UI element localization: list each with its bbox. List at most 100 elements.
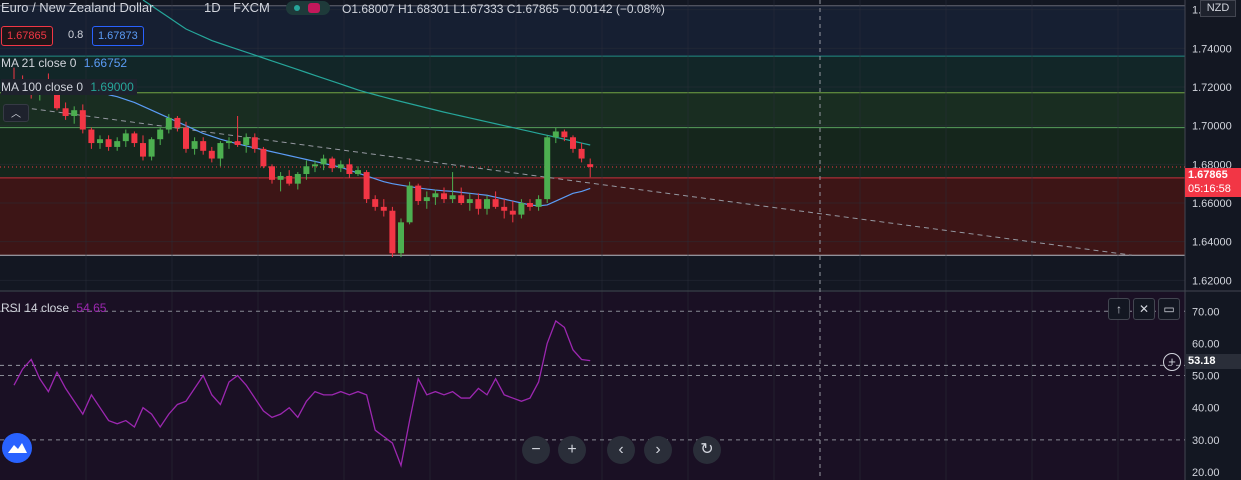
trendline	[13, 105, 1133, 256]
pane-maximize-button[interactable]: ▭	[1158, 298, 1180, 320]
candle-body	[570, 137, 576, 149]
price-axis-tick: 1.74000	[1192, 43, 1232, 55]
chevron-left-icon: ‹	[618, 441, 624, 458]
last-price-tag: 1.67865	[1185, 168, 1241, 183]
rsi-cursor-tag: 53.18	[1185, 354, 1241, 369]
candle-body	[140, 143, 146, 157]
candle-body	[269, 166, 275, 180]
candle-body	[114, 141, 121, 147]
candle-body	[183, 127, 189, 149]
logo-mark	[8, 443, 27, 453]
minus-icon: −	[531, 441, 541, 458]
rsi-value: 54.65	[76, 301, 107, 315]
rsi-legend[interactable]: RSI 14 close 54.65	[1, 300, 106, 316]
candle-body	[415, 185, 422, 202]
market-status-icon	[286, 1, 330, 15]
candle-body	[484, 199, 490, 209]
candle-body	[466, 199, 473, 203]
candle-body	[458, 195, 465, 203]
candle-body	[165, 117, 172, 130]
ma100-legend[interactable]: MA 100 close 0 1.69000	[1, 79, 137, 95]
candle-body	[303, 166, 310, 174]
candle-body	[380, 206, 387, 211]
currency-badge[interactable]: NZD	[1200, 0, 1236, 17]
tradingview-logo[interactable]	[2, 433, 32, 463]
zoom-in-button[interactable]: +	[558, 436, 586, 464]
rsi-axis-tick: 40.00	[1192, 403, 1220, 415]
price-axis-tick: 1.72000	[1192, 82, 1232, 94]
exchange-label: FXCM	[233, 0, 270, 15]
candle-body	[251, 137, 258, 149]
candle-body	[105, 139, 112, 147]
ma21-value: 1.66752	[83, 56, 128, 70]
ma100-label: MA 100 close 0	[1, 80, 84, 94]
maximize-icon: ▭	[1163, 302, 1175, 316]
candle-body	[329, 158, 336, 169]
candle-body	[122, 133, 129, 142]
reset-chart-button[interactable]: ↻	[693, 436, 721, 464]
green-zone-upper	[0, 92, 1185, 128]
red-zone	[0, 177, 1185, 256]
candle-body	[406, 185, 413, 223]
blue-zone	[0, 5, 1185, 57]
candle-body	[234, 141, 241, 145]
green-zone	[0, 127, 1185, 178]
candle-body	[208, 150, 215, 159]
candle-body	[372, 199, 379, 207]
candle-body	[200, 141, 207, 151]
candle-body	[527, 203, 533, 207]
rsi-label: RSI 14 close	[1, 301, 70, 315]
candle-body	[423, 197, 430, 202]
reset-icon: ↻	[700, 441, 714, 458]
pane-move-up-button[interactable]: ↑	[1108, 298, 1130, 320]
scroll-left-button[interactable]: ‹	[607, 436, 635, 464]
sell-price-button[interactable]: 1.67865	[1, 26, 53, 46]
candle-body	[552, 131, 559, 138]
zoom-out-button[interactable]: −	[522, 436, 550, 464]
rsi-axis-tick: 60.00	[1192, 338, 1220, 350]
candle-body	[587, 164, 594, 167]
candle-body	[544, 137, 551, 200]
rsi-axis-tick: 50.00	[1192, 371, 1220, 383]
candle-body	[217, 143, 224, 159]
collapse-legend-button[interactable]: ︿	[3, 104, 29, 122]
candle-body	[578, 148, 585, 159]
candle-body	[97, 139, 103, 144]
chevron-up-icon: ︿	[11, 109, 21, 120]
arrow-up-icon: ↑	[1116, 302, 1122, 316]
price-axis-tick: 1.64000	[1192, 237, 1232, 249]
candle-body	[561, 131, 568, 138]
candle-body	[432, 193, 439, 198]
candle-body	[363, 172, 370, 200]
candle-body	[79, 110, 86, 130]
candle-body	[449, 195, 456, 200]
scroll-right-button[interactable]: ›	[644, 436, 672, 464]
ma100-value: 1.69000	[90, 80, 134, 94]
candle-body	[226, 141, 232, 144]
candle-body	[492, 199, 499, 207]
rsi-axis-tick: 70.00	[1192, 306, 1220, 318]
price-axis-tick: 1.66000	[1192, 198, 1232, 210]
spread-label: 0.8	[68, 29, 84, 41]
rsi-line	[13, 319, 591, 468]
interval-label[interactable]: 1D	[204, 0, 221, 15]
crosshair-add-button[interactable]: +	[1163, 353, 1181, 371]
candle-body	[54, 90, 60, 109]
ohlc-readout: O1.68007 H1.68301 L1.67333 C1.67865 −0.0…	[342, 2, 665, 16]
buy-price-button[interactable]: 1.67873	[92, 26, 144, 46]
countdown-tag: 05:16:58	[1185, 182, 1241, 197]
pane-close-button[interactable]: ✕	[1133, 298, 1155, 320]
symbol-title[interactable]: Euro / New Zealand Dollar	[1, 0, 154, 15]
candle-body	[88, 129, 95, 144]
candle-body	[535, 199, 542, 207]
ma21-legend[interactable]: MA 21 close 0 1.66752	[1, 55, 127, 71]
candle-body	[355, 170, 361, 174]
candle-body	[441, 193, 447, 200]
candle-body	[131, 133, 138, 144]
candle-body	[260, 148, 267, 167]
price-axis-tick: 1.70000	[1192, 121, 1232, 133]
rsi-axis-tick: 20.00	[1192, 467, 1220, 479]
candle-body	[294, 174, 301, 184]
candle-body	[277, 175, 284, 180]
